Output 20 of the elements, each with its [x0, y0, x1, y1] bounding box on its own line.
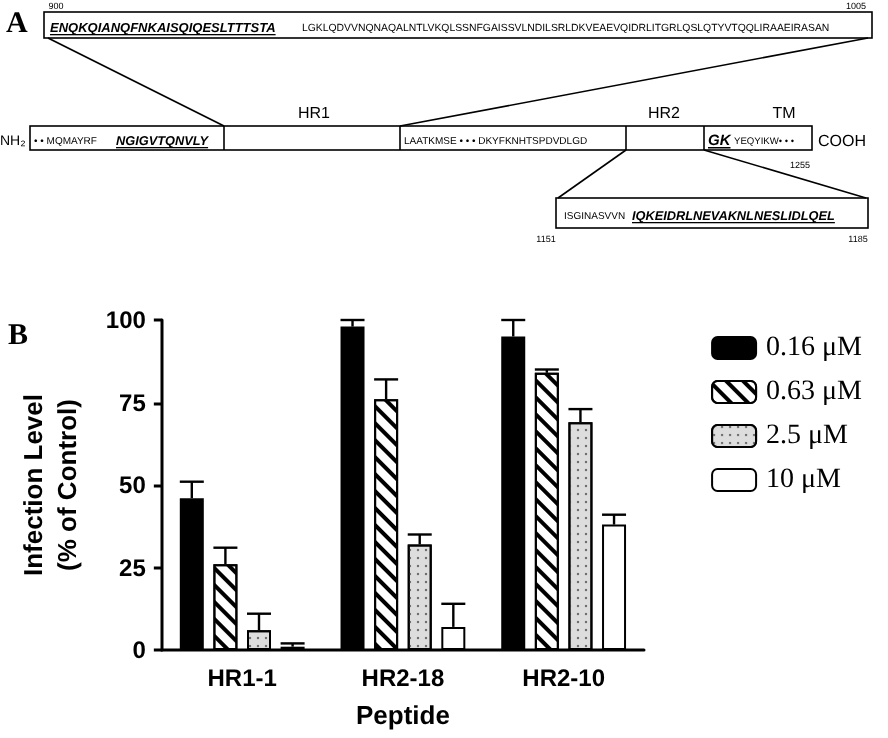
- text: HR1: [297, 104, 332, 122]
- text: COOH: [818, 132, 867, 150]
- text: TM: [772, 104, 797, 122]
- x-tick-label: HR1-1: [207, 664, 278, 692]
- y-tick-label: 50: [119, 471, 147, 499]
- y-axis-title: Infection Level (% of Control): [18, 393, 82, 577]
- text: HR2: [647, 104, 682, 122]
- x-tick-label: HR2-10: [522, 664, 606, 692]
- text: A: [6, 8, 28, 40]
- y-tick-label: 0: [132, 636, 147, 664]
- y-tick-label: 75: [119, 388, 147, 417]
- y-tick-label: 100: [105, 306, 147, 334]
- text: B: [8, 320, 29, 354]
- y-tick-label: 25: [119, 553, 147, 582]
- x-tick-label: HR2-18: [361, 664, 445, 692]
- legend-label: 0.16 μM: [766, 333, 864, 363]
- legend-label: 10 μM: [766, 465, 843, 495]
- x-axis-title: Peptide: [355, 700, 450, 730]
- legend-label: 2.5 μM: [766, 421, 850, 451]
- legend-label: 0.63 μM: [766, 377, 864, 407]
